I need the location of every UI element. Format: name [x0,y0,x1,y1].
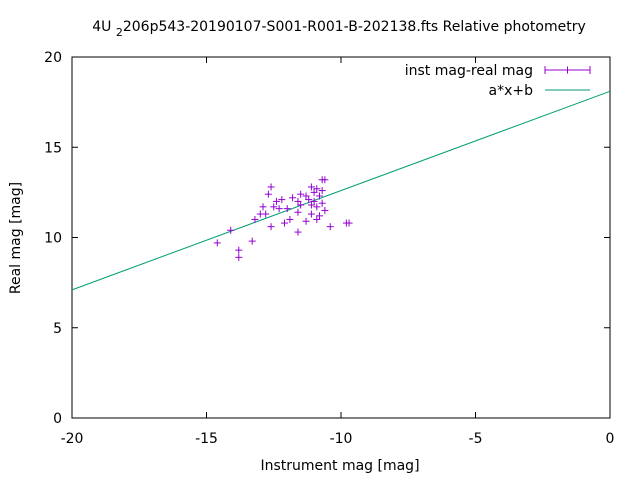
data-point [294,197,302,205]
data-point [270,203,278,211]
data-point [326,223,334,231]
data-point [251,215,259,223]
data-point [294,208,302,216]
data-point [235,253,243,261]
data-point [310,197,318,205]
x-tick-label: -20 [61,431,84,447]
data-point [302,217,310,225]
data-point [297,201,305,209]
y-tick-label: 10 [44,231,62,247]
data-point [286,215,294,223]
legend-label-fit: a*x+b [489,83,534,99]
data-point [267,183,275,191]
y-tick-label: 15 [44,140,62,156]
data-point [281,219,289,227]
data-point [294,228,302,236]
y-tick-label: 5 [53,321,62,337]
legend-symbol-scatter [544,66,591,74]
data-point [310,188,318,196]
data-point [248,237,256,245]
data-point [345,219,353,227]
data-point [278,196,286,204]
data-point [321,176,329,184]
data-point [289,194,297,202]
data-point [227,226,235,234]
data-point [313,185,321,193]
chart-title-suffix: 206p543-20190107-S001-R001-B-202138.fts … [123,19,586,35]
data-point [307,210,315,218]
data-point [313,215,321,223]
data-point [307,201,315,209]
data-point [275,205,283,213]
ticks-layer: -20 -15 -10 -5 0 0 5 10 15 20 [44,50,614,447]
data-point [313,203,321,211]
data-point [315,192,323,200]
data-point [213,239,221,247]
data-point [267,223,275,231]
data-point [264,190,272,198]
y-tick-label: 0 [53,411,62,427]
data-point [315,212,323,220]
y-axis-label: Real mag [mag] [8,182,24,294]
data-point [262,210,270,218]
data-point [297,190,305,198]
data-point [318,199,326,207]
chart-title: 4U 2206p543-20190107-S001-R001-B-202138.… [92,19,586,39]
legend-label-scatter: inst mag-real mag [405,63,533,79]
data-point [235,246,243,254]
x-axis-label: Instrument mag [mag] [260,458,419,474]
data-point [283,205,291,213]
x-tick-label: -15 [195,431,218,447]
data-point [318,187,326,195]
data-point [272,197,280,205]
x-tick-label: -10 [330,431,353,447]
data-point [302,192,310,200]
fit-layer [71,90,611,291]
legend: inst mag-real mag a*x+b [405,63,591,99]
fit-line [71,90,611,291]
chart-title-subscript: 2 [116,26,123,39]
chart-title-prefix: 4U [92,19,116,35]
x-tick-label: -5 [469,431,483,447]
data-point [307,183,315,191]
data-point [259,203,267,211]
data-point [321,206,329,214]
plot-frame [71,56,611,419]
y-tick-label: 20 [44,50,62,66]
data-point [305,196,313,204]
points-layer [213,176,353,261]
x-tick-label: 0 [606,431,615,447]
